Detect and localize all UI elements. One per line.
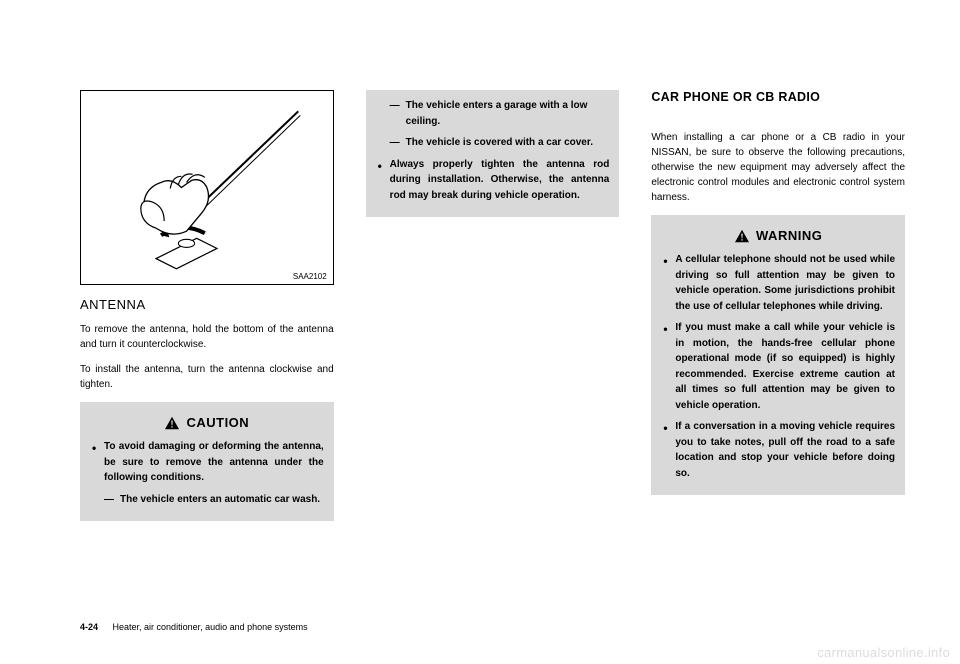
antenna-para-1: To remove the antenna, hold the bottom o… — [80, 322, 334, 352]
watermark: carmanualsonline.info — [817, 645, 950, 660]
warning-box: WARNING A cellular telephone should not … — [651, 215, 905, 495]
column-2: The vehicle enters a garage with a low c… — [366, 90, 620, 521]
antenna-heading: ANTENNA — [80, 297, 334, 312]
column-3: CAR PHONE OR CB RADIO When installing a … — [651, 90, 905, 521]
warning-header: WARNING — [661, 223, 895, 252]
warning-icon — [164, 416, 180, 430]
warning-bullet-2: If you must make a call while your vehic… — [661, 320, 895, 413]
figure-label: SAA2102 — [293, 272, 327, 281]
caution-bullet-1: To avoid damaging or deforming the anten… — [90, 439, 324, 507]
page-number: 4-24 — [80, 622, 98, 632]
warning-bullet-3: If a conversation in a moving vehicle re… — [661, 419, 895, 481]
page-content: SAA2102 ANTENNA To remove the antenna, h… — [0, 0, 960, 551]
caution-sub-3: The vehicle is covered with a car cover. — [390, 135, 610, 151]
caution-title: CAUTION — [186, 413, 249, 433]
warning-icon — [734, 229, 750, 243]
column-1: SAA2102 ANTENNA To remove the antenna, h… — [80, 90, 334, 521]
antenna-figure: SAA2102 — [80, 90, 334, 285]
antenna-illustration — [81, 91, 333, 284]
caution-sub-1: The vehicle enters an automatic car wash… — [104, 492, 324, 508]
caution-header: CAUTION — [90, 410, 324, 439]
caution-bullet-2: Always properly tighten the antenna rod … — [376, 157, 610, 204]
car-phone-heading: CAR PHONE OR CB RADIO — [651, 90, 905, 104]
caution-box: CAUTION To avoid damaging or deforming t… — [80, 402, 334, 521]
car-phone-para: When installing a car phone or a CB radi… — [651, 130, 905, 205]
section-title-footer: Heater, air conditioner, audio and phone… — [113, 622, 308, 632]
caution-box-continued: The vehicle enters a garage with a low c… — [366, 90, 620, 217]
warning-title: WARNING — [756, 226, 822, 246]
warning-bullet-1: A cellular telephone should not be used … — [661, 252, 895, 314]
caution-sub-2: The vehicle enters a garage with a low c… — [390, 98, 610, 129]
antenna-para-2: To install the antenna, turn the antenna… — [80, 362, 334, 392]
page-footer: 4-24 Heater, air conditioner, audio and … — [80, 622, 308, 632]
